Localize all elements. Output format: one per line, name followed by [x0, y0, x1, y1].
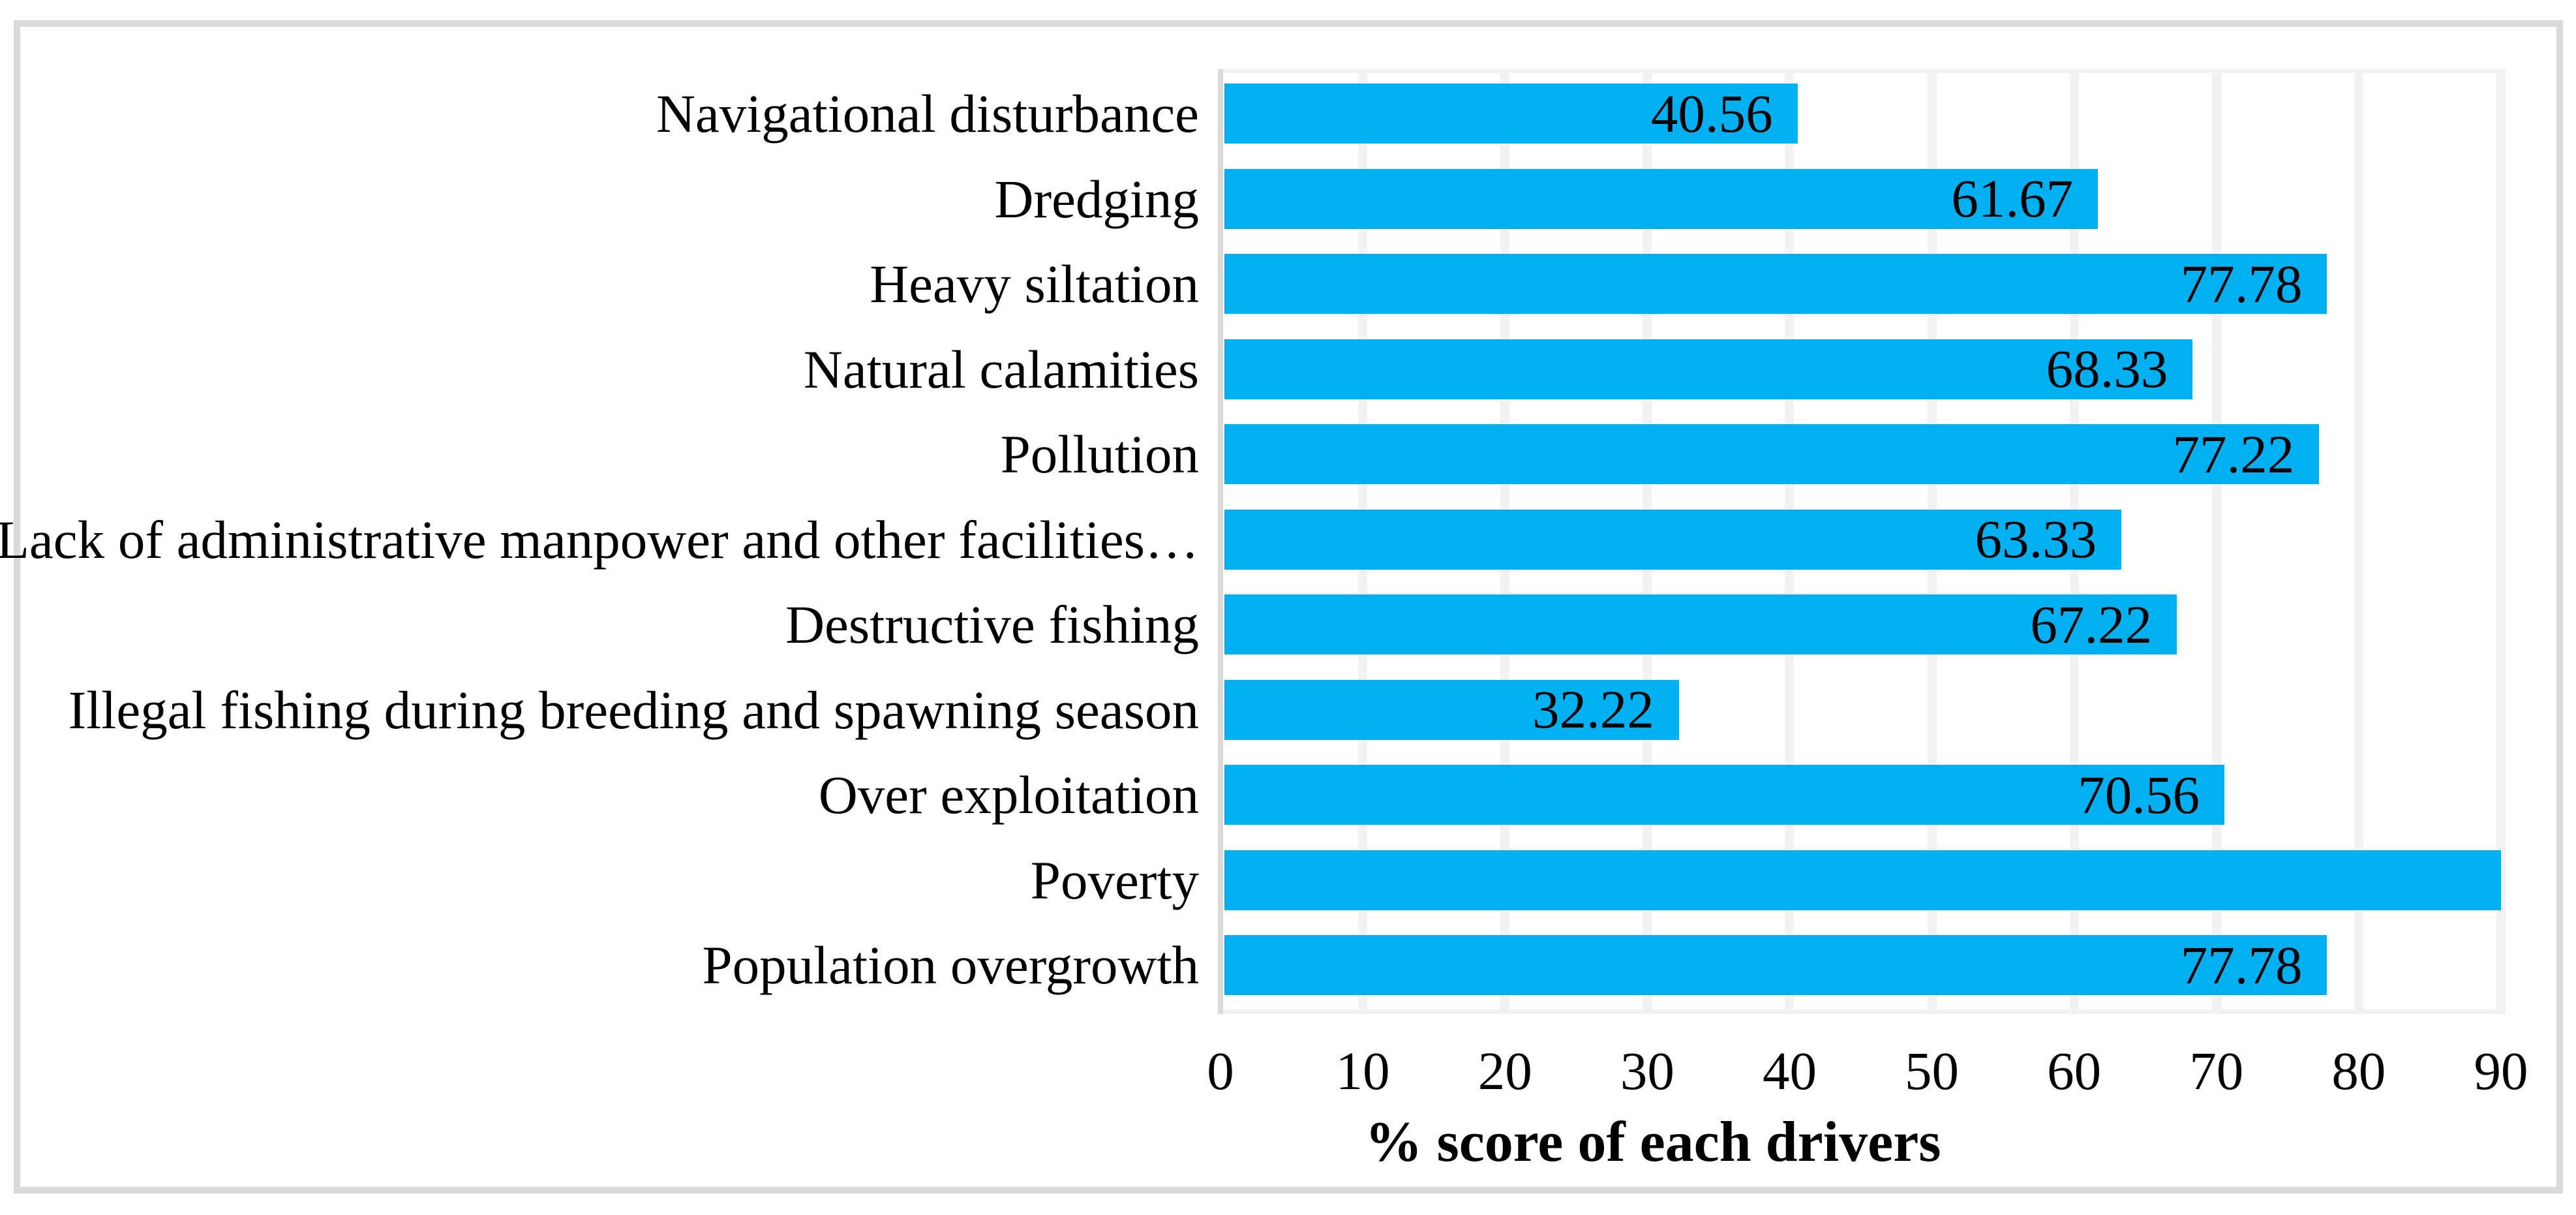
bar-value-label: 77.78: [2180, 253, 2303, 314]
category-label: Natural calamities: [803, 339, 1199, 399]
plot-bottom-border: [1220, 1009, 2506, 1014]
x-tick-label: 60: [2047, 1041, 2102, 1101]
bar: [1224, 850, 2501, 910]
gridline: [2496, 69, 2506, 1014]
bar: 61.67: [1224, 168, 2099, 229]
bar: 40.56: [1224, 84, 1798, 144]
bar: 32.22: [1224, 679, 1679, 740]
bar-value-label: 68.33: [2046, 339, 2168, 399]
category-label: Over exploitation: [818, 765, 1199, 825]
bar: 77.78: [1224, 935, 2327, 995]
x-tick-label: 90: [2474, 1041, 2528, 1101]
category-label: Destructive fishing: [785, 594, 1199, 654]
bar-value-label: 67.22: [2030, 594, 2153, 654]
bar-value-label: 61.67: [1951, 168, 2074, 228]
category-label: Lack of administrative manpower and othe…: [0, 509, 1199, 570]
category-label: Dredging: [994, 168, 1199, 229]
category-label: Heavy siltation: [870, 254, 1199, 314]
bar-value-label: 32.22: [1532, 679, 1654, 739]
bar: 63.33: [1224, 509, 2122, 570]
x-tick-label: 80: [2331, 1041, 2386, 1101]
bar-value-label: 40.56: [1650, 83, 1773, 144]
bar-value-label: 77.22: [2172, 423, 2295, 484]
category-label: Pollution: [1000, 424, 1199, 484]
bar-value-label: 77.78: [2180, 934, 2303, 995]
bar-value-label: 70.56: [2078, 764, 2200, 825]
bar: 70.56: [1224, 765, 2224, 825]
plot-top-border: [1220, 69, 2506, 73]
category-label: Population overgrowth: [702, 935, 1199, 995]
x-tick-label: 50: [1905, 1041, 1960, 1101]
plot-area: 40.56 61.67 77.78 68.33 77.22 63.33 67.22 32.22…: [1218, 69, 2506, 1014]
gridline: [2354, 69, 2363, 1014]
category-label: Poverty: [1030, 850, 1199, 910]
x-tick-label: 0: [1207, 1041, 1234, 1101]
bar: 68.33: [1224, 339, 2193, 399]
category-label: Navigational disturbance: [656, 84, 1199, 144]
x-tick-label: 70: [2189, 1041, 2244, 1101]
bar: 77.78: [1224, 254, 2327, 314]
y-axis-line: [1218, 69, 1223, 1014]
x-tick-label: 20: [1477, 1041, 1532, 1101]
x-tick-label: 40: [1762, 1041, 1817, 1101]
category-label: Illegal fishing during breeding and spaw…: [68, 679, 1199, 740]
bar-value-label: 63.33: [1975, 509, 2097, 569]
x-axis-title: % score of each drivers: [1365, 1110, 1941, 1174]
bar: 67.22: [1224, 594, 2177, 654]
bar: 77.22: [1224, 423, 2320, 484]
x-tick-label: 30: [1620, 1041, 1674, 1101]
x-tick-label: 10: [1335, 1041, 1390, 1101]
